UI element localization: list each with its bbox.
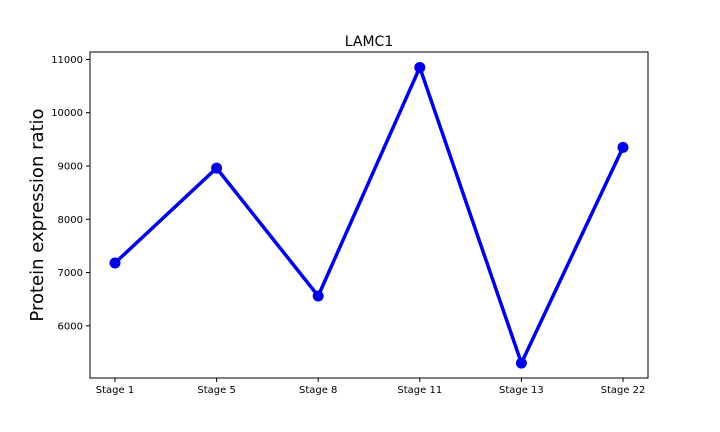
plot-area [109, 61, 629, 369]
y-axis-label: Protein expression ratio [27, 108, 48, 321]
data-point [414, 61, 426, 73]
x-tick-label: Stage 22 [601, 385, 646, 396]
axes: 6000 7000 8000 9000 10000 11000 Stage 1 Stage 5… [51, 55, 645, 396]
x-tick-label: Stage 5 [197, 385, 235, 396]
chart-title: LAMC1 [345, 34, 393, 50]
data-point [211, 162, 223, 174]
y-tick-label: 7000 [58, 268, 83, 279]
y-tick-label: 11000 [51, 55, 83, 66]
x-tick-label: Stage 1 [96, 385, 134, 396]
plot-frame [89, 51, 649, 379]
y-tick-label: 10000 [51, 108, 83, 119]
series-line [113, 62, 625, 368]
x-tick-label: Stage 8 [299, 385, 337, 396]
x-tick-label: Stage 13 [499, 385, 544, 396]
data-point [515, 357, 527, 369]
y-tick-label: 6000 [58, 321, 83, 332]
data-point [312, 290, 324, 302]
y-tick-label: 8000 [58, 215, 83, 226]
data-point [617, 141, 629, 153]
y-tick-label: 9000 [58, 161, 83, 172]
x-tick-label: Stage 11 [397, 385, 442, 396]
data-point [109, 257, 121, 269]
